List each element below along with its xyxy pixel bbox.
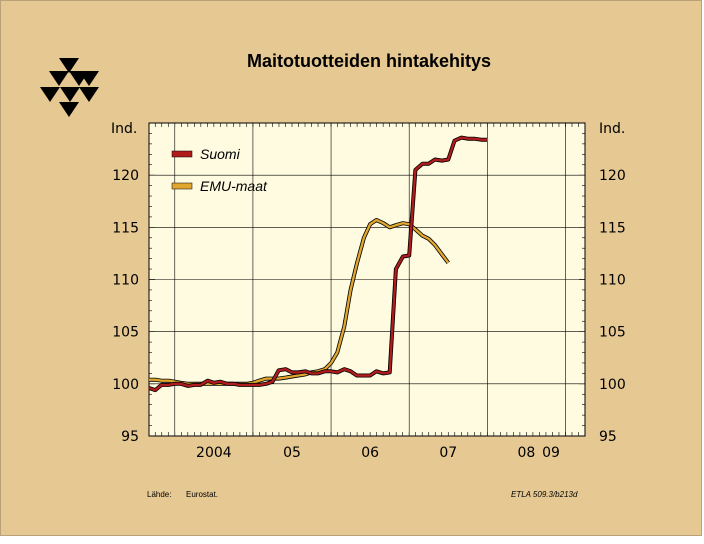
y-tick-labels: 95 95 100 100 105 105 110 110 115 115 120 120: [112, 168, 625, 445]
y-tick-label-right: 95: [599, 429, 617, 445]
series-line-suomi: [148, 136, 488, 392]
y-tick-label-left: 120: [112, 168, 139, 184]
y-tick-label-right: 110: [599, 273, 626, 289]
x-tick-label: 07: [439, 445, 457, 461]
legend-label-suomi: Suomi: [200, 146, 241, 162]
y-tick-label-left: 110: [112, 273, 139, 289]
y-tick-label-right: 120: [599, 168, 626, 184]
etla-logo: [40, 58, 99, 117]
x-tick-label: 2004: [196, 445, 232, 461]
series-lines: [148, 135, 488, 393]
y-tick-label-right: 105: [599, 325, 626, 341]
x-tick-label: 06: [361, 445, 379, 461]
legend-label-emu: EMU-maat: [200, 178, 268, 194]
chart-title: Maitotuotteiden hintakehitys: [247, 51, 491, 71]
legend-swatch-suomi: [171, 150, 193, 158]
y-tick-label-left: 100: [112, 377, 139, 393]
source-label: Lähde:: [147, 490, 171, 499]
y-tick-label-left: 105: [112, 325, 139, 341]
x-tick-label: 05: [283, 445, 301, 461]
legend: Suomi EMU-maat: [171, 146, 268, 194]
legend-swatch-emu: [171, 182, 193, 190]
y-tick-label-right: 115: [599, 220, 626, 236]
x-tick-label: 08: [517, 445, 535, 461]
x-tick-labels: 2004 05 06 07 08 09: [196, 445, 560, 461]
x-tick-label: 09: [542, 445, 560, 461]
axis-ticks: [149, 122, 586, 437]
y-axis-label-right: Ind.: [599, 121, 625, 137]
chart-code: ETLA 509.3/b213d: [511, 490, 578, 499]
y-axis-label-left: Ind.: [111, 121, 137, 137]
source-value: Eurostat.: [186, 490, 218, 499]
y-tick-label-right: 100: [599, 377, 626, 393]
y-tick-label-left: 115: [112, 220, 139, 236]
y-tick-label-left: 95: [121, 429, 139, 445]
